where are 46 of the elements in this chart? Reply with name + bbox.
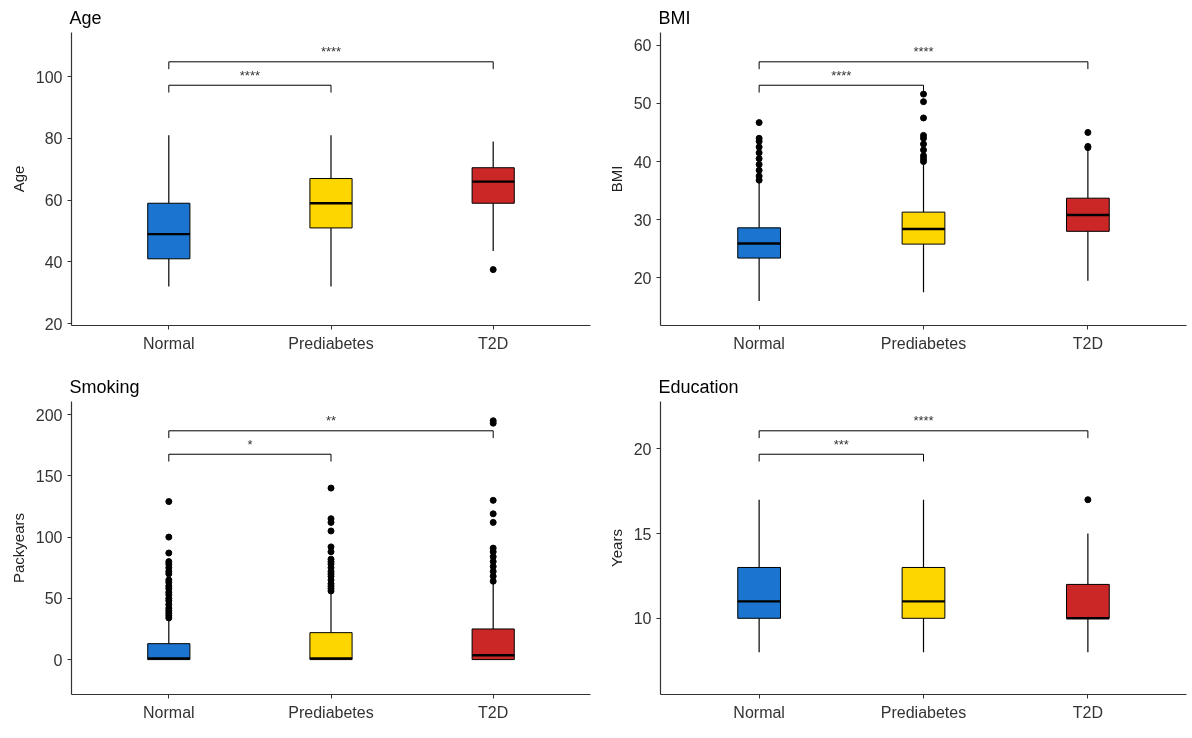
annotation: **** [831, 67, 852, 83]
y-tick-label: 10 [633, 610, 652, 628]
y-tick-label: 50 [633, 95, 652, 113]
annotation: **** [239, 67, 261, 83]
x-tick-label: Prediabetes [880, 703, 967, 721]
y-tick-label: 150 [35, 467, 63, 485]
annotation: **** [913, 44, 934, 60]
y-axis-title: Packyears [9, 512, 27, 584]
x-tick-label: T2D [1072, 703, 1103, 721]
y-tick-label: 80 [44, 130, 63, 148]
chart-title: Education [658, 376, 739, 397]
x-tick-label: Prediabetes [880, 334, 967, 352]
x-tick-label: Normal [733, 703, 785, 721]
y-tick-label: 20 [633, 440, 652, 458]
chart-title: Smoking [69, 376, 140, 397]
y-tick-label: 20 [44, 315, 63, 333]
x-tick-label: T2D [1072, 334, 1103, 352]
chart-title: BMI [658, 7, 691, 28]
y-axis-title: Years [607, 529, 625, 567]
y-tick-label: 20 [633, 269, 652, 287]
annotation: *** [833, 436, 849, 452]
x-tick-label: Normal [143, 334, 195, 352]
y-axis-title: BMI [607, 165, 625, 193]
y-tick-label: 200 [35, 406, 63, 424]
chart-title: Age [69, 7, 102, 28]
y-tick-label: 40 [44, 253, 63, 271]
y-tick-label: 60 [633, 37, 652, 55]
annotation: **** [320, 44, 342, 60]
x-tick-label: Normal [143, 703, 195, 721]
annotation: ** [325, 413, 337, 429]
y-tick-label: 0 [53, 651, 63, 669]
x-tick-label: Prediabetes [288, 703, 374, 721]
x-tick-label: T2D [478, 703, 509, 721]
y-tick-label: 100 [35, 529, 63, 547]
y-tick-label: 30 [633, 211, 652, 229]
x-tick-label: Prediabetes [288, 334, 374, 352]
x-tick-label: T2D [478, 334, 509, 352]
annotation: * [247, 436, 253, 452]
y-tick-label: 100 [35, 68, 63, 86]
y-axis-title: Age [9, 165, 27, 193]
y-tick-label: 50 [44, 590, 63, 608]
annotation: **** [913, 413, 934, 429]
y-tick-label: 40 [633, 153, 652, 171]
y-tick-label: 60 [44, 192, 63, 210]
x-tick-label: Normal [733, 334, 785, 352]
y-tick-label: 15 [633, 525, 652, 543]
